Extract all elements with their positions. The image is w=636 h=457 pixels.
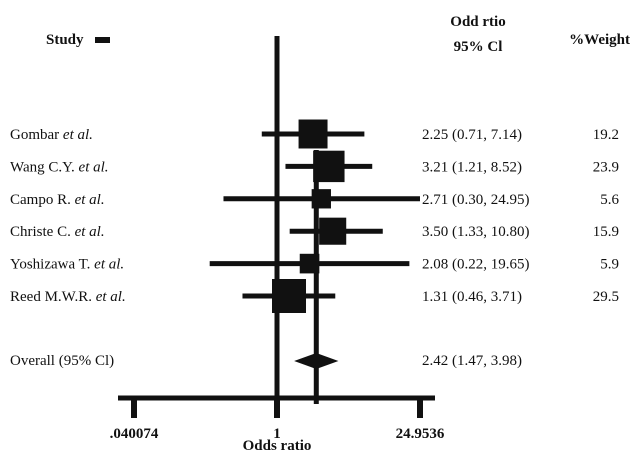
study-weight-text: 15.9	[593, 224, 619, 240]
study-label-suffix: et al.	[94, 257, 124, 273]
study-weight-text: 19.2	[593, 127, 619, 143]
overall-diamond	[294, 353, 339, 369]
x-axis-title: Odds ratio	[243, 438, 312, 454]
study-ci-text: 1.31 (0.46, 3.71)	[422, 289, 522, 305]
x-axis-ticks: .040074 1 24.9536	[110, 400, 445, 442]
study-ci-text: 2.25 (0.71, 7.14)	[422, 127, 522, 143]
study-label-suffix: et al.	[63, 127, 93, 143]
study-rows: Gombar et al. 2.25 (0.71, 7.14) 19.2 Wang C…	[10, 119, 620, 313]
study-weight-text: 5.9	[600, 257, 619, 273]
study-label-suffix: et al.	[75, 192, 105, 208]
study-weight-square	[298, 119, 328, 149]
study-weight-square	[319, 217, 347, 245]
study-weight-square	[299, 253, 320, 274]
study-label: Wang C.Y. et al.	[10, 159, 109, 175]
study-row: Gombar et al. 2.25 (0.71, 7.14) 19.2	[10, 119, 619, 149]
study-weight-text: 29.5	[593, 289, 619, 305]
or-column-header-line1: Odd rtio	[450, 14, 505, 30]
study-label: Campo R. et al.	[10, 192, 105, 208]
study-row: Campo R. et al. 2.71 (0.30, 24.95) 5.6	[10, 189, 620, 209]
study-legend-marker	[95, 37, 110, 43]
study-ci-text: 3.21 (1.21, 8.52)	[422, 159, 522, 175]
study-row: Wang C.Y. et al. 3.21 (1.21, 8.52) 23.9	[10, 150, 619, 183]
overall-label: Overall (95% Cl)	[10, 353, 114, 369]
study-label-suffix: et al.	[79, 159, 109, 175]
study-weight-text: 5.6	[600, 192, 619, 208]
study-label-suffix: et al.	[96, 289, 126, 305]
study-weight-square	[313, 150, 345, 183]
study-label: Reed M.W.R. et al.	[10, 289, 126, 305]
x-tick-label: 1	[273, 426, 281, 442]
overall-ci-text: 2.42 (1.47, 3.98)	[422, 353, 522, 369]
x-tick-label: .040074	[110, 426, 159, 442]
study-weight-square	[272, 279, 307, 313]
study-ci-text: 2.08 (0.22, 19.65)	[422, 257, 530, 273]
study-ci-text: 3.50 (1.33, 10.80)	[422, 224, 530, 240]
study-label: Gombar et al.	[10, 127, 93, 143]
study-label: Yoshizawa T. et al.	[10, 257, 124, 273]
x-tick-label: 24.9536	[396, 426, 445, 442]
overall-row: Overall (95% Cl) 2.42 (1.47, 3.98)	[10, 353, 522, 369]
study-label: Christe C. et al.	[10, 224, 105, 240]
study-row: Yoshizawa T. et al. 2.08 (0.22, 19.65) 5.9	[10, 253, 619, 274]
weight-column-header: %Weight	[569, 32, 630, 48]
study-weight-text: 23.9	[593, 159, 619, 175]
study-row: Reed M.W.R. et al. 1.31 (0.46, 3.71) 29.5	[10, 279, 619, 313]
column-headers: Study Odd rtio 95% Cl %Weight	[46, 14, 630, 55]
study-weight-square	[311, 189, 331, 209]
study-column-header: Study	[46, 32, 84, 48]
study-row: Christe C. et al. 3.50 (1.33, 10.80) 15.9	[10, 217, 619, 245]
study-ci-text: 2.71 (0.30, 24.95)	[422, 192, 530, 208]
study-label-suffix: et al.	[75, 224, 105, 240]
x-axis: .040074 1 24.9536 Odds ratio	[110, 395, 445, 454]
or-column-header-line2: 95% Cl	[454, 39, 503, 55]
